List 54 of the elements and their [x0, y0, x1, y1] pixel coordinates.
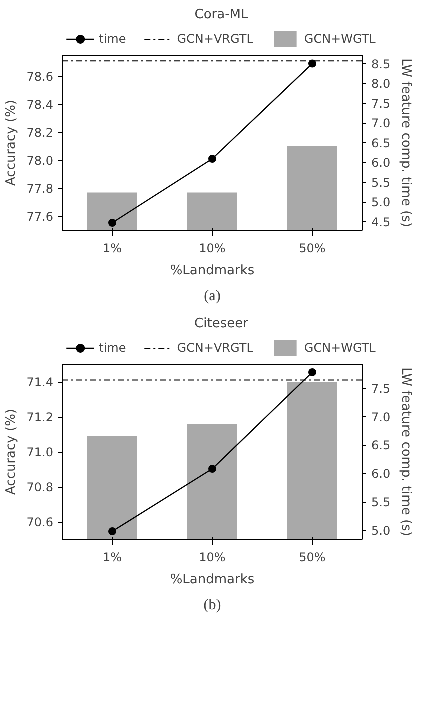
x-tick-label: 1% — [102, 550, 122, 564]
legend-label: GCN+VRGTL — [177, 32, 254, 46]
y-axis-title: Accuracy (%) — [4, 409, 19, 495]
chart-title: Citeseer — [194, 316, 250, 332]
y-axis-title: Accuracy (%) — [4, 100, 19, 186]
y2-axis-title: LW feature comp. time (s) — [398, 368, 414, 536]
text: (b) — [204, 598, 222, 614]
y-tick-label: 70.6 — [26, 516, 54, 530]
y2-tick-label: 8.0 — [372, 77, 391, 92]
x-axis-title: %Landmarks — [170, 264, 255, 278]
y2-tick-label: 7.5 — [372, 96, 391, 111]
point — [108, 219, 116, 227]
y2-tick-label: 6.0 — [372, 156, 391, 170]
y2-tick-label: 6.5 — [372, 136, 391, 150]
x-tick-label: 10% — [199, 242, 226, 256]
legend-label: GCN+VRGTL — [177, 340, 254, 354]
point — [208, 155, 216, 163]
y2-tick-label: 4.5 — [372, 215, 391, 230]
text: (a) — [204, 288, 221, 304]
x-tick-label: 10% — [199, 550, 226, 564]
x-tick-label: 50% — [299, 550, 326, 564]
y2-tick-label: 5.5 — [372, 496, 391, 510]
y2-tick-label: 6.5 — [372, 438, 391, 453]
y-tick-label: 78.2 — [26, 126, 54, 140]
y-tick-label: 77.8 — [26, 182, 54, 196]
y-tick-label: 78.0 — [26, 154, 54, 168]
point — [208, 465, 216, 474]
y-tick-label: 78.6 — [26, 70, 54, 84]
y2-tick-label: 5.0 — [372, 524, 391, 538]
legend-label: time — [99, 32, 126, 46]
x-tick-label: 1% — [102, 242, 122, 256]
y-tick-label: 70.8 — [26, 480, 54, 494]
x-axis-title: %Landmarks — [170, 572, 255, 588]
y2-tick-label: 8.5 — [372, 57, 391, 72]
chart-title: Cora-ML — [194, 8, 250, 22]
y2-tick-label: 7.0 — [372, 410, 391, 424]
y-tick-label: 71.4 — [26, 376, 54, 390]
point — [308, 368, 316, 376]
y-tick-label: 71.2 — [26, 410, 54, 424]
point — [308, 60, 316, 68]
legend-label: GCN+WGTL — [304, 32, 376, 46]
y2-tick-label: 7.0 — [372, 116, 391, 131]
y2-tick-label: 5.0 — [372, 196, 391, 210]
y-tick-label: 71.0 — [26, 446, 54, 460]
point — [108, 528, 116, 536]
legend-label: GCN+WGTL — [304, 340, 376, 354]
y2-tick-label: 5.5 — [372, 176, 391, 190]
y-tick-label: 77.6 — [26, 210, 54, 224]
y2-tick-label: 7.5 — [372, 382, 391, 396]
legend-label: time — [99, 340, 126, 354]
y2-tick-label: 6.0 — [372, 467, 391, 482]
y-tick-label: 78.4 — [26, 98, 54, 112]
y2-axis-title: LW feature comp. time (s) — [398, 58, 414, 228]
x-tick-label: 50% — [299, 242, 326, 256]
